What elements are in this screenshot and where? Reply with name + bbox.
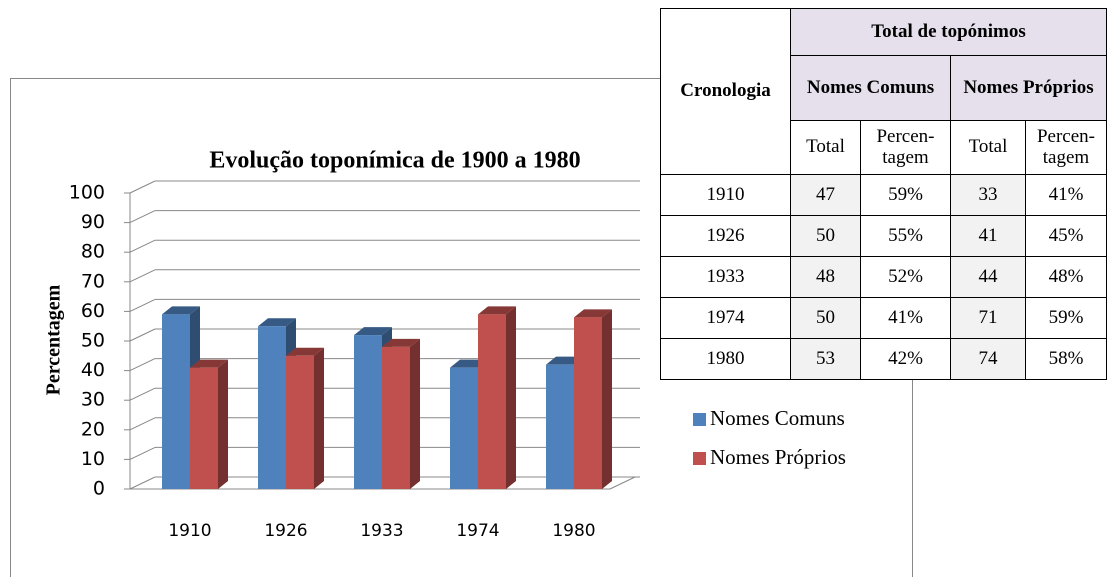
legend-swatch [693,452,706,465]
bar [382,346,410,489]
bar-top [574,309,612,318]
table-cell: 59% [1025,297,1107,339]
floor-right [609,476,636,490]
bar [546,364,574,489]
y-tick-label: 40 [81,359,105,381]
table-cell: Total de topónimos [790,8,1107,56]
table-cell: 52% [860,256,951,298]
table-cell: 48 [790,256,861,298]
bar-top [382,338,420,347]
y-axis-label: Percentagem [43,284,65,395]
table-cell: Percen- tagem [860,120,951,175]
bar-top [286,347,324,356]
table-row: Total Percen- tagem Total Percen- tagem [661,120,1107,175]
y-tick-label: 90 [81,211,105,233]
bar [286,355,314,489]
table-cell: 59% [860,174,951,216]
table-cell: 58% [1025,338,1107,380]
table-cell: 50 [790,297,861,339]
y-tick-label: 80 [81,241,105,263]
chart-title: Evolução toponímica de 1900 a 1980 [209,148,580,174]
table-cell: 33 [950,174,1026,216]
table-cell: 53 [790,338,861,380]
y-tick-label: 50 [81,330,105,352]
legend-swatch [693,413,706,426]
bar [258,326,286,489]
table-cell: Cronologia [660,8,791,175]
bar-top [190,359,228,368]
grid-line [129,210,156,224]
grid-line [129,328,156,342]
x-tick-label: 1933 [360,521,403,541]
bar [190,367,218,489]
y-tick-label: 10 [81,448,105,470]
table-cell: 1926 [660,215,791,257]
bar-top [162,306,200,315]
grid-line [129,417,156,431]
table-cell: 48% [1025,256,1107,298]
y-tick-label: 70 [81,270,105,292]
y-tick-label: 100 [69,182,105,204]
bar-top [478,306,516,315]
legend-label: Nomes Comuns [710,406,845,430]
bar-top [354,327,392,336]
table-cell: 41% [860,297,951,339]
grid-line [129,358,156,372]
x-tick-label: 1974 [456,521,499,541]
bar [162,314,190,489]
table-cell: 41 [950,215,1026,257]
x-tick-label: 1980 [552,521,595,541]
table-cell: 1910 [660,174,791,216]
table-row: Cronologia Total de topónimos [660,8,1107,175]
table-cell: 74 [950,338,1026,380]
bar-side [218,359,228,489]
x-tick-label: 1910 [168,521,211,541]
table-cell: 44 [950,256,1026,298]
table-cell: 1974 [660,297,791,339]
y-tick-label: 60 [81,300,105,322]
bar [450,367,478,489]
grid-line [129,239,156,253]
table-cell: Nomes Próprios [950,55,1107,121]
grid-line [129,476,156,490]
grid-line [129,446,156,460]
table-row: 1980 53 42% 74 58% [660,338,1107,380]
bar-side [314,347,324,489]
bar-side [410,338,420,489]
y-tick-label: 30 [81,389,105,411]
table-row: 1933 48 52% 44 48% [660,256,1107,298]
grid-line [129,269,156,283]
y-tick-label: 0 [93,478,105,500]
table-cell: 42% [860,338,951,380]
table-cell: Nomes Comuns [790,55,951,121]
bar [354,335,382,489]
grid-line [129,180,156,194]
bar-side [602,309,612,489]
table-cell: 50 [790,215,861,257]
y-tick-label: 20 [81,418,105,440]
table-cell: 41% [1025,174,1107,216]
data-table: Cronologia Total de topónimos Nomes Comuns… [660,8,1107,380]
table-cell: Total [790,120,861,175]
table-cell: Total [950,120,1026,175]
legend-label: Nomes Próprios [710,445,846,469]
table-cell: 45% [1025,215,1107,257]
table-row: 1974 50 41% 71 59% [660,297,1107,339]
table-cell: 55% [860,215,951,257]
table-cell: 71 [950,297,1026,339]
bar [574,317,602,489]
table-row: 1926 50 55% 41 45% [660,215,1107,257]
bar-side [506,306,516,489]
bar-top [258,318,296,327]
table-cell: Percen- tagem [1025,120,1107,175]
table-cell: 1933 [660,256,791,298]
grid-line [129,298,156,312]
grid-line [129,387,156,401]
x-tick-label: 1926 [264,521,307,541]
table-cell: 47 [790,174,861,216]
table-row: 1910 47 59% 33 41% [660,174,1107,216]
table-cell: 1980 [660,338,791,380]
bar [478,314,506,489]
